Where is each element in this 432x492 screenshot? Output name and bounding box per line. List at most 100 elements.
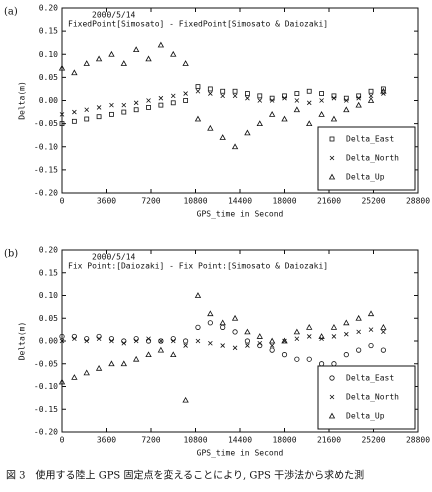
marker bbox=[108, 360, 115, 367]
marker-shape bbox=[329, 136, 335, 142]
legend-label: Delta_North bbox=[346, 393, 399, 402]
marker bbox=[220, 93, 225, 99]
marker bbox=[220, 324, 226, 330]
marker bbox=[344, 331, 349, 337]
marker bbox=[158, 338, 164, 344]
x-axis-label: GPS_time in Second bbox=[197, 210, 284, 219]
x-tick-label: 18000 bbox=[272, 436, 296, 445]
marker bbox=[207, 86, 213, 92]
y-tick-label: -0.10 bbox=[34, 382, 58, 391]
marker-shape bbox=[108, 50, 115, 57]
marker bbox=[59, 333, 65, 340]
marker-shape bbox=[170, 93, 176, 99]
marker-shape bbox=[368, 93, 374, 99]
marker-shape bbox=[232, 329, 238, 335]
marker-shape bbox=[306, 356, 312, 362]
marker-shape bbox=[245, 95, 250, 101]
marker-shape bbox=[257, 93, 263, 99]
marker-shape bbox=[355, 314, 362, 321]
y-tick-label: -0.15 bbox=[34, 165, 58, 174]
marker bbox=[109, 102, 114, 108]
marker bbox=[380, 87, 387, 94]
x-tick-label: 21600 bbox=[317, 197, 341, 206]
marker-shape bbox=[96, 336, 102, 342]
marker bbox=[120, 60, 127, 66]
marker bbox=[145, 55, 152, 62]
y-tick-label: 0.20 bbox=[39, 4, 58, 13]
marker-shape bbox=[232, 345, 238, 351]
marker bbox=[232, 329, 238, 335]
marker-shape bbox=[244, 338, 251, 344]
marker bbox=[170, 93, 176, 99]
y-tick-label: -0.10 bbox=[34, 142, 58, 151]
marker bbox=[343, 106, 350, 113]
marker bbox=[182, 396, 189, 403]
marker-shape bbox=[158, 95, 164, 101]
marker bbox=[380, 86, 386, 92]
marker-shape bbox=[108, 360, 115, 367]
x-tick-label: 7200 bbox=[141, 436, 160, 445]
marker-shape bbox=[84, 107, 90, 113]
marker-shape bbox=[58, 378, 66, 385]
marker bbox=[329, 375, 335, 381]
marker bbox=[294, 91, 300, 96]
marker-shape bbox=[344, 98, 349, 103]
marker bbox=[282, 95, 287, 101]
marker-shape bbox=[96, 114, 102, 120]
marker bbox=[319, 98, 324, 103]
marker bbox=[59, 121, 65, 127]
y-tick-label: 0.15 bbox=[39, 27, 58, 36]
marker bbox=[133, 336, 139, 342]
x-tick-label: 14400 bbox=[228, 436, 252, 445]
marker bbox=[318, 361, 325, 367]
legend-label: Delta_Up bbox=[346, 173, 385, 182]
marker-shape bbox=[269, 98, 275, 103]
marker-shape bbox=[231, 143, 239, 150]
marker bbox=[368, 342, 374, 349]
marker bbox=[108, 50, 115, 57]
marker-shape bbox=[293, 328, 301, 335]
marker-shape bbox=[344, 331, 349, 337]
marker bbox=[343, 319, 350, 326]
marker bbox=[194, 292, 202, 298]
marker bbox=[331, 95, 337, 101]
marker bbox=[257, 342, 263, 349]
marker-shape bbox=[71, 118, 77, 124]
marker bbox=[207, 310, 214, 317]
marker-shape bbox=[71, 333, 77, 340]
y-tick-label: -0.05 bbox=[34, 359, 58, 368]
y-tick-label: 0.05 bbox=[39, 314, 58, 323]
marker-shape bbox=[231, 314, 239, 321]
y-tick-label: 0.15 bbox=[39, 268, 58, 277]
marker bbox=[306, 120, 313, 127]
marker-shape bbox=[281, 115, 288, 122]
marker bbox=[208, 340, 213, 346]
marker bbox=[145, 338, 152, 344]
marker-shape bbox=[133, 100, 139, 106]
marker bbox=[83, 369, 90, 376]
marker bbox=[132, 46, 140, 53]
marker bbox=[269, 347, 275, 353]
marker-shape bbox=[72, 109, 77, 115]
marker-shape bbox=[145, 351, 152, 358]
marker bbox=[232, 93, 238, 99]
marker bbox=[330, 324, 338, 330]
marker bbox=[367, 97, 375, 103]
marker bbox=[195, 88, 201, 94]
marker bbox=[157, 41, 165, 48]
caption: 図 3 使用する陸上 GPS 固定点を変えることにより, GPS 干渉法から求め… bbox=[6, 469, 364, 482]
marker bbox=[329, 394, 335, 400]
legend-label: Delta_North bbox=[346, 154, 399, 163]
marker-shape bbox=[71, 69, 78, 76]
marker-shape bbox=[256, 120, 263, 127]
marker-shape bbox=[195, 324, 201, 330]
marker bbox=[282, 338, 287, 344]
marker bbox=[219, 134, 226, 140]
marker-shape bbox=[256, 333, 263, 339]
marker-shape bbox=[381, 329, 386, 335]
x-tick-label: 3600 bbox=[97, 197, 116, 206]
x-tick-label: 0 bbox=[60, 197, 65, 206]
marker bbox=[96, 336, 102, 342]
marker-shape bbox=[318, 333, 325, 339]
marker bbox=[133, 107, 139, 113]
